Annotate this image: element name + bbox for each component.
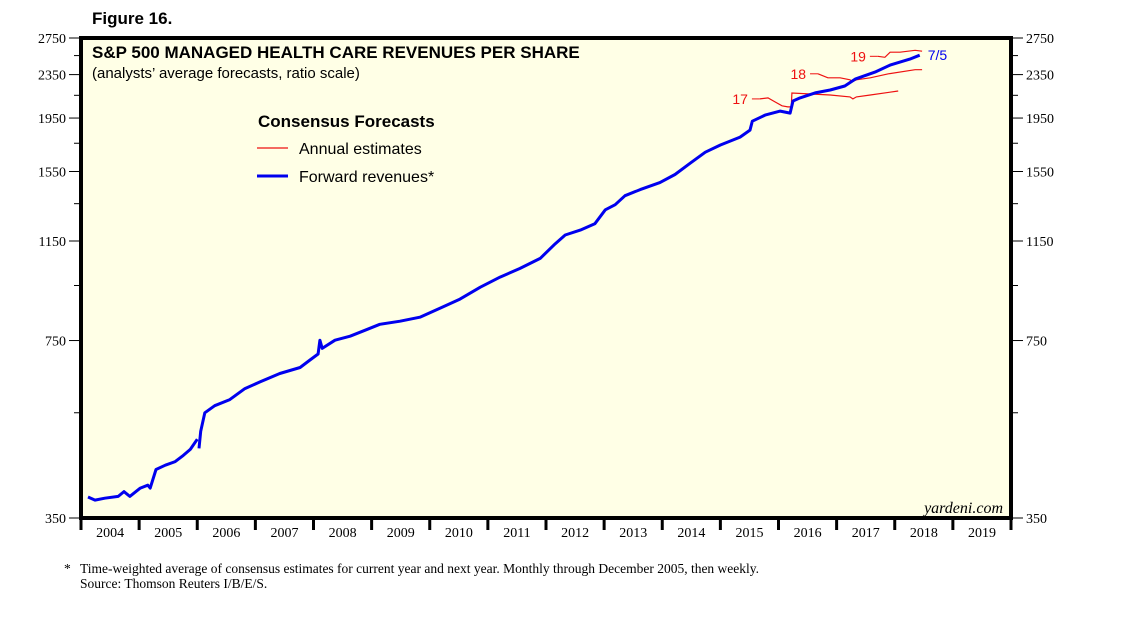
legend-label-annual: Annual estimates <box>299 141 422 158</box>
x-tick-label: 2013 <box>619 526 647 541</box>
annual-estimate-line-19 <box>877 49 923 58</box>
watermark: yardeni.com <box>922 500 1003 517</box>
forward-revenues-line-segment-1 <box>87 438 199 502</box>
x-tick-label: 2016 <box>794 526 822 541</box>
x-tick-label: 2010 <box>445 526 473 541</box>
chart-subtitle: (analysts’ average forecasts, ratio scal… <box>92 65 360 82</box>
annual-estimate-line-17 <box>759 90 899 108</box>
x-tick-label: 2009 <box>387 526 415 541</box>
y-tick-label-left: 1550 <box>38 166 66 181</box>
footnote: * Time-weighted average of consensus est… <box>64 561 759 591</box>
y-tick-label-right: 2750 <box>1026 32 1054 47</box>
figure-label: Figure 16. <box>92 9 172 28</box>
footnote-source: Source: Thomson Reuters I/B/E/S. <box>80 576 267 591</box>
annual-estimate-label-19: 19 <box>850 48 866 64</box>
y-tick-label-right: 1950 <box>1026 112 1054 127</box>
y-tick-label-left: 2750 <box>38 32 66 47</box>
footnote-marker: * <box>64 561 71 576</box>
x-tick-label: 2015 <box>735 526 763 541</box>
annual-estimate-label-17: 17 <box>732 91 748 107</box>
x-tick-label: 2014 <box>677 526 705 541</box>
x-tick-label: 2011 <box>503 526 530 541</box>
x-tick-label: 2017 <box>852 526 880 541</box>
x-axis: 2004 2005 2006 2007 2008 2009 2010 2011 2012 2013… <box>79 518 1013 541</box>
x-tick-label: 2008 <box>329 526 357 541</box>
x-tick-label: 2019 <box>968 526 996 541</box>
y-tick-label-left: 350 <box>45 512 66 527</box>
x-tick-label: 2005 <box>154 526 182 541</box>
footnote-line-1: Time-weighted average of consensus estim… <box>80 561 759 576</box>
y-tick-label-right: 1550 <box>1026 166 1054 181</box>
legend-label-forward: Forward revenues* <box>299 169 434 186</box>
forward-revenues-end-label: 7/5 <box>928 47 948 63</box>
x-tick-label: 2007 <box>270 526 298 541</box>
y-tick-label-right: 1150 <box>1026 235 1053 250</box>
legend: Consensus Forecasts Annual estimates For… <box>257 112 435 186</box>
chart-title: S&P 500 MANAGED HEALTH CARE REVENUES PER… <box>92 43 580 62</box>
legend-title: Consensus Forecasts <box>258 112 435 131</box>
plot-frame <box>79 36 1013 520</box>
x-tick-label: 2006 <box>212 526 240 541</box>
series-layer: 17 18 19 7/5 <box>87 47 948 502</box>
y-tick-label-left: 2350 <box>38 69 66 84</box>
y-tick-label-left: 1950 <box>38 112 66 127</box>
x-tick-label: 2018 <box>910 526 938 541</box>
y-axis-left: 350 750 1150 1550 1950 2350 2750 <box>38 32 81 527</box>
y-tick-label-right: 750 <box>1026 335 1047 350</box>
forward-revenues-line-segment-2 <box>197 53 921 449</box>
plot-area <box>81 38 1011 518</box>
y-axis-right: 350 750 1150 1550 1950 2350 2750 <box>1011 32 1054 527</box>
x-tick-label: 2012 <box>561 526 589 541</box>
annual-estimate-label-18: 18 <box>790 66 806 82</box>
y-tick-label-right: 2350 <box>1026 69 1054 84</box>
y-tick-label-left: 750 <box>45 335 66 350</box>
y-tick-label-right: 350 <box>1026 512 1047 527</box>
x-tick-label: 2004 <box>96 526 124 541</box>
y-tick-label-left: 1150 <box>39 235 66 250</box>
